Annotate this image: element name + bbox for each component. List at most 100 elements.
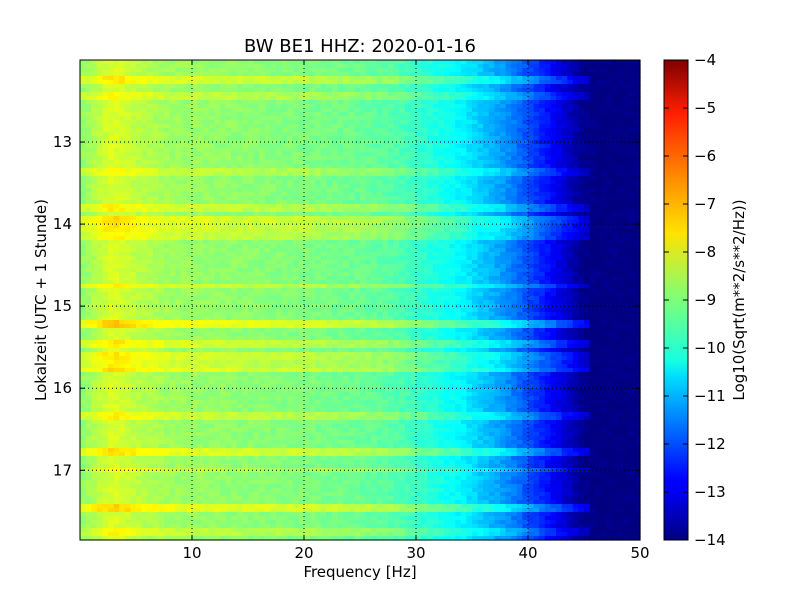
heatmap-cell — [544, 188, 551, 193]
heatmap-cell — [612, 244, 619, 249]
heatmap-cell — [399, 176, 406, 181]
heatmap-cell — [567, 244, 574, 249]
heatmap-cell — [332, 116, 339, 121]
heatmap-cell — [192, 216, 199, 221]
heatmap-cell — [567, 120, 574, 125]
heatmap-cell — [449, 160, 456, 165]
heatmap-cell — [287, 160, 294, 165]
heatmap-cell — [628, 220, 635, 225]
heatmap-cell — [628, 232, 635, 237]
heatmap-cell — [584, 180, 591, 185]
heatmap-cell — [488, 128, 495, 133]
heatmap-cell — [248, 196, 255, 201]
heatmap-cell — [399, 220, 406, 225]
heatmap-cell — [600, 244, 607, 249]
heatmap-cell — [483, 144, 490, 149]
heatmap-cell — [186, 144, 193, 149]
heatmap-cell — [606, 60, 613, 65]
heatmap-cell — [494, 180, 501, 185]
heatmap-cell — [432, 84, 439, 89]
heatmap-cell — [444, 112, 451, 117]
heatmap-cell — [628, 120, 635, 125]
heatmap-cell — [371, 240, 378, 245]
heatmap-cell — [382, 232, 389, 237]
heatmap-cell — [158, 208, 165, 213]
heatmap-cell — [477, 64, 484, 69]
heatmap-cell — [124, 92, 131, 97]
heatmap-cell — [466, 140, 473, 145]
heatmap-cell — [427, 132, 434, 137]
heatmap-cell — [169, 228, 176, 233]
heatmap-cell — [214, 164, 221, 169]
heatmap-cell — [214, 108, 221, 113]
heatmap-cell — [180, 156, 187, 161]
heatmap-cell — [96, 168, 103, 173]
heatmap-cell — [388, 112, 395, 117]
heatmap-cell — [354, 172, 361, 177]
heatmap-cell — [304, 116, 311, 121]
heatmap-cell — [225, 168, 232, 173]
heatmap-cell — [589, 72, 596, 77]
heatmap-cell — [612, 248, 619, 253]
heatmap-cell — [152, 156, 159, 161]
heatmap-cell — [147, 220, 154, 225]
heatmap-cell — [130, 68, 137, 73]
heatmap-cell — [214, 120, 221, 125]
heatmap-cell — [175, 136, 182, 141]
heatmap-cell — [477, 104, 484, 109]
heatmap-cell — [332, 212, 339, 217]
heatmap-cell — [147, 148, 154, 153]
heatmap-cell — [393, 124, 400, 129]
heatmap-cell — [466, 176, 473, 181]
heatmap-cell — [298, 188, 305, 193]
heatmap-cell — [376, 96, 383, 101]
heatmap-cell — [298, 112, 305, 117]
heatmap-cell — [186, 156, 193, 161]
heatmap-cell — [628, 152, 635, 157]
heatmap-cell — [203, 244, 210, 249]
heatmap-cell — [309, 176, 316, 181]
heatmap-cell — [365, 148, 372, 153]
heatmap-cell — [220, 252, 227, 257]
heatmap-cell — [80, 172, 87, 177]
heatmap-cell — [276, 224, 283, 229]
heatmap-cell — [438, 208, 445, 213]
heatmap-cell — [175, 192, 182, 197]
heatmap-cell — [371, 148, 378, 153]
heatmap-cell — [388, 60, 395, 65]
heatmap-cell — [628, 136, 635, 141]
heatmap-cell — [494, 148, 501, 153]
heatmap-cell — [158, 188, 165, 193]
heatmap-cell — [500, 244, 507, 249]
heatmap-cell — [595, 100, 602, 105]
heatmap-cell — [393, 216, 400, 221]
heatmap-cell — [164, 84, 171, 89]
heatmap-cell — [354, 64, 361, 69]
heatmap-cell — [292, 216, 299, 221]
heatmap-cell — [511, 76, 518, 81]
heatmap-cell — [180, 64, 187, 69]
heatmap-cell — [315, 112, 322, 117]
heatmap-cell — [472, 140, 479, 145]
heatmap-cell — [231, 172, 238, 177]
heatmap-cell — [337, 60, 344, 65]
heatmap-cell — [544, 236, 551, 241]
heatmap-cell — [600, 236, 607, 241]
heatmap-cell — [438, 96, 445, 101]
heatmap-cell — [225, 72, 232, 77]
heatmap-cell — [276, 204, 283, 209]
heatmap-cell — [455, 120, 462, 125]
heatmap-cell — [500, 100, 507, 105]
heatmap-cell — [578, 180, 585, 185]
heatmap-cell — [287, 192, 294, 197]
heatmap-cell — [617, 188, 624, 193]
heatmap-cell — [516, 148, 523, 153]
heatmap-cell — [438, 64, 445, 69]
heatmap-cell — [628, 76, 635, 81]
heatmap-cell — [376, 108, 383, 113]
heatmap-cell — [231, 120, 238, 125]
heatmap-cell — [298, 252, 305, 257]
heatmap-cell — [147, 184, 154, 189]
heatmap-cell — [606, 176, 613, 181]
heatmap-cell — [96, 212, 103, 217]
